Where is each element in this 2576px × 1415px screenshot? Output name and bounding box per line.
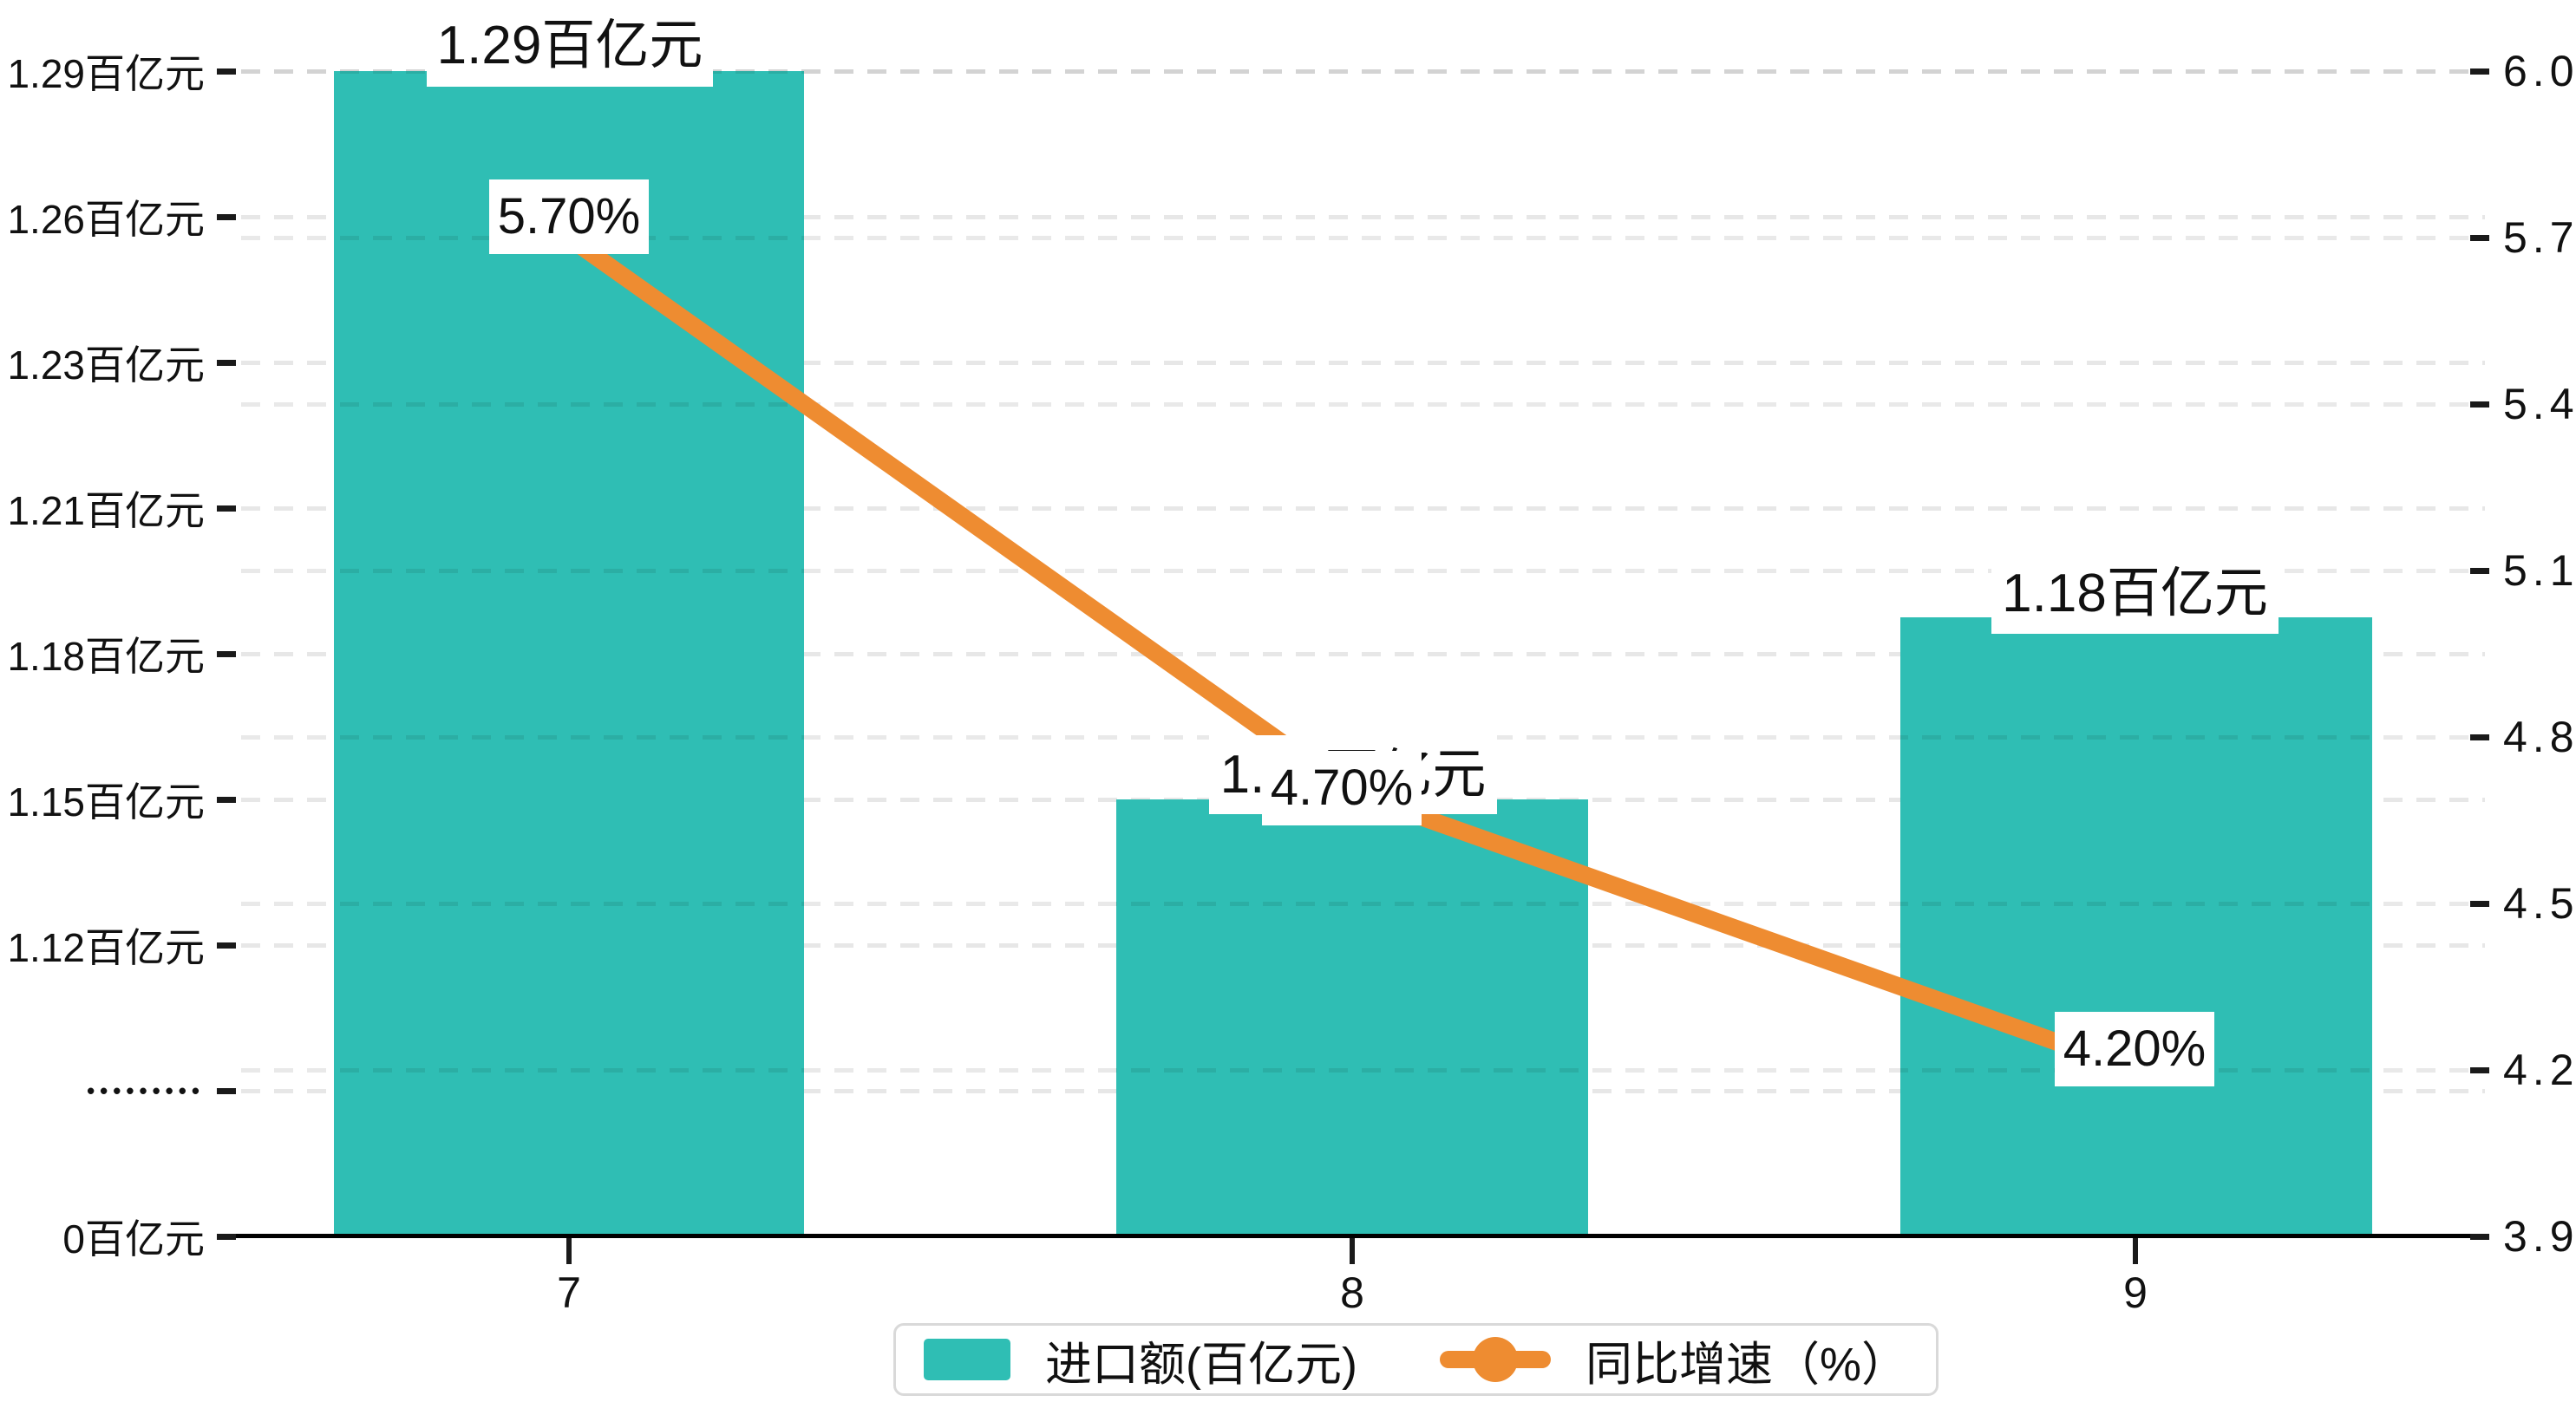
bar-month-9[interactable] — [1900, 617, 2372, 1236]
tick-mark — [2470, 1233, 2489, 1240]
tick-mark — [217, 213, 236, 220]
y-right-tick-label: 5.7 — [2503, 213, 2576, 262]
tick-mark — [217, 68, 236, 75]
y-left-tick-label: 1.15百亿元 — [7, 779, 205, 825]
y-right-tick-label: 4.5 — [2503, 879, 2576, 928]
tick-mark — [217, 505, 236, 512]
y-right-tick-label: 4.8 — [2503, 713, 2576, 761]
gridline-right — [241, 1068, 2485, 1073]
y-right-tick-label: 5.4 — [2503, 380, 2576, 428]
y-right-tick-label: 4.2 — [2503, 1046, 2576, 1094]
tick-mark — [2470, 567, 2489, 574]
tick-mark — [217, 359, 236, 366]
tick-mark — [2470, 1066, 2489, 1073]
y-left-tick-label: 1.12百亿元 — [7, 925, 205, 970]
gridline-right — [241, 902, 2485, 906]
line-value-label-9: 4.20% — [2055, 1012, 2214, 1086]
tick-mark — [217, 1233, 236, 1240]
legend-item-import[interactable]: 进口额(百亿元) — [924, 1326, 1357, 1394]
tick-mark — [2470, 68, 2489, 75]
tick-mark — [2470, 734, 2489, 740]
tick-mark — [217, 1087, 236, 1094]
y-right-tick-label: 6.0 — [2503, 47, 2576, 95]
y-left-tick-label: 1.18百亿元 — [7, 634, 205, 679]
legend-item-label: 同比增速（%） — [1585, 1338, 1908, 1391]
x-tick — [566, 1238, 572, 1264]
x-axis-line — [217, 1234, 2485, 1238]
y-left-tick-label: 1.23百亿元 — [7, 342, 205, 388]
y-left-axis-break-dots: ••••••••• — [87, 1077, 205, 1104]
tick-mark — [217, 650, 236, 657]
tick-mark — [2470, 401, 2489, 408]
bar-value-label-7: 1.29百亿元 — [427, 4, 713, 87]
line-value-label-7: 5.70% — [489, 179, 649, 254]
x-tick — [1350, 1238, 1355, 1264]
gridline-right — [241, 236, 2485, 240]
y-left-tick-label: 1.21百亿元 — [7, 488, 205, 533]
bar-month-7[interactable] — [334, 71, 804, 1236]
gridline-left — [241, 215, 2485, 219]
x-tick-label-9: 9 — [2123, 1268, 2148, 1317]
y-right-tick-label: 3.9 — [2503, 1212, 2576, 1261]
tick-mark — [2470, 900, 2489, 907]
legend-line-dot-icon — [1439, 1337, 1551, 1382]
x-tick-label-8: 8 — [1340, 1268, 1364, 1317]
y-left-tick-label: 0百亿元 — [62, 1216, 205, 1262]
y-right-tick-label: 5.1 — [2503, 546, 2576, 595]
gridline-left — [241, 69, 2485, 74]
legend-bar-swatch-icon — [924, 1339, 1010, 1380]
gridline-left — [241, 361, 2485, 365]
tick-mark — [2470, 234, 2489, 241]
growth-line[interactable] — [564, 230, 2139, 1079]
gridline-right — [241, 402, 2485, 407]
bar-value-label-9: 1.18百亿元 — [1991, 554, 2279, 634]
line-value-label-8: 4.70% — [1262, 751, 1422, 825]
bar-month-8[interactable] — [1116, 799, 1588, 1236]
legend: 进口额(百亿元) 同比增速（%） — [893, 1323, 1939, 1396]
tick-mark — [217, 796, 236, 803]
legend-item-label: 进口额(百亿元) — [1045, 1338, 1357, 1391]
gridline-left — [241, 506, 2485, 511]
tick-mark — [217, 942, 236, 949]
y-left-tick-label: 1.26百亿元 — [7, 197, 205, 242]
x-tick-label-7: 7 — [557, 1268, 581, 1317]
y-left-tick-label: 1.29百亿元 — [7, 51, 205, 96]
gridline-left — [241, 652, 2485, 656]
x-tick — [2133, 1238, 2138, 1264]
gridline-right — [241, 569, 2485, 573]
gridline-right — [241, 69, 2485, 74]
legend-item-growth[interactable]: 同比增速（%） — [1439, 1326, 1908, 1394]
